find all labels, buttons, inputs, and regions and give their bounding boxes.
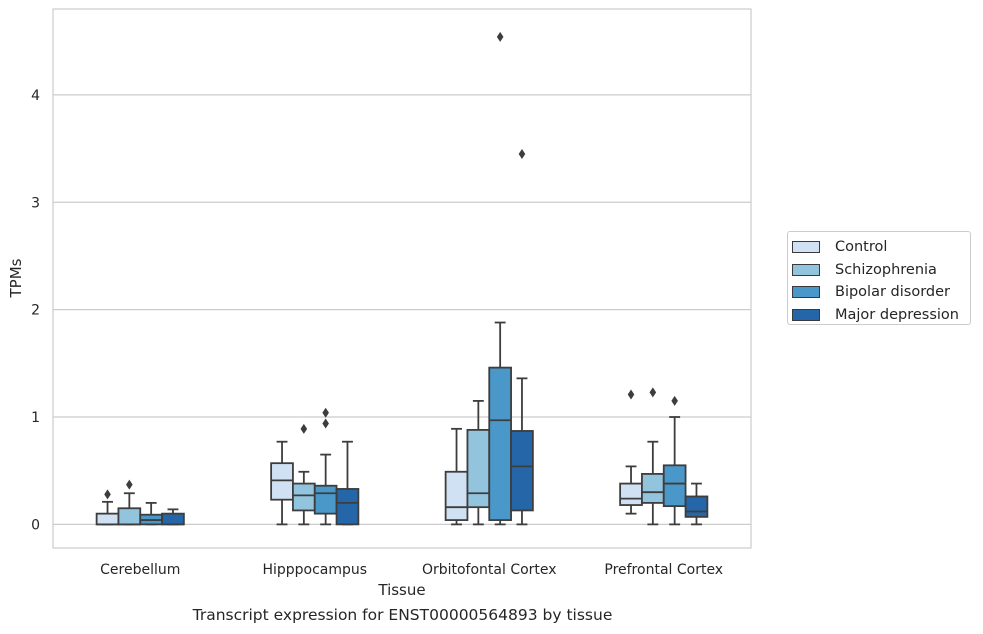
box-orbitofontal-cortex-major-depression-flier-0 xyxy=(518,148,526,159)
box-orbitofontal-cortex-control-iqr xyxy=(444,470,469,521)
y-tick-label-1: 1 xyxy=(31,410,40,426)
box-prefrontal-cortex-control-iqr xyxy=(619,482,643,506)
box-prefrontal-cortex-control xyxy=(619,389,643,515)
box-hipppocampus-bipolar-disorder-flier-0 xyxy=(322,418,329,429)
legend-label-control: Control xyxy=(835,239,888,256)
box-hipppocampus-schizophrenia xyxy=(292,423,316,526)
box-prefrontal-cortex-bipolar-disorder-iqr xyxy=(662,464,687,508)
box-prefrontal-cortex-bipolar-disorder xyxy=(662,395,687,526)
box-hipppocampus-major-depression xyxy=(335,440,360,526)
legend-swatch-bipolar-disorder xyxy=(792,286,820,299)
legend-label-schizophrenia: Schizophrenia xyxy=(835,261,937,278)
legend-swatch-major-depression xyxy=(792,308,820,321)
box-prefrontal-cortex-control-flier-0 xyxy=(627,389,635,400)
legend-item-major-depression: Major depression xyxy=(792,304,964,327)
legend-swatch-control xyxy=(792,241,820,254)
box-hipppocampus-control-iqr xyxy=(270,462,294,501)
box-prefrontal-cortex-schizophrenia-iqr xyxy=(641,473,665,504)
legend-swatch-schizophrenia xyxy=(792,263,820,276)
box-cerebellum-schizophrenia-flier-0 xyxy=(126,479,133,490)
box-cerebellum-major-depression xyxy=(161,508,185,526)
x-tick-label-orbitofontal-cortex: Orbitofontal Cortex xyxy=(422,562,557,578)
box-hipppocampus-major-depression-iqr xyxy=(335,488,360,526)
box-orbitofontal-cortex-bipolar-disorder-flier-0 xyxy=(496,31,504,42)
box-cerebellum-control xyxy=(95,489,120,526)
box-layer xyxy=(95,31,709,526)
x-tick-label-prefrontal-cortex: Prefrontal Cortex xyxy=(604,562,723,578)
box-orbitofontal-cortex-control xyxy=(444,427,469,526)
chart-caption: Transcript expression for ENST0000056489… xyxy=(192,606,613,624)
legend-item-control: Control xyxy=(792,236,964,259)
legend-label-bipolar-disorder: Bipolar disorder xyxy=(835,284,950,301)
box-hipppocampus-schizophrenia-flier-0 xyxy=(300,423,308,434)
y-axis-label: TPMs xyxy=(7,258,25,298)
box-prefrontal-cortex-schizophrenia-flier-0 xyxy=(649,387,657,398)
y-tick-label-4: 4 xyxy=(31,88,40,104)
y-tick-label-2: 2 xyxy=(31,303,40,319)
x-axis-label: Tissue xyxy=(377,581,425,599)
legend-item-schizophrenia: Schizophrenia xyxy=(792,259,964,282)
box-cerebellum-bipolar-disorder xyxy=(139,502,163,526)
box-orbitofontal-cortex-major-depression-iqr xyxy=(510,430,534,512)
box-prefrontal-cortex-schizophrenia xyxy=(641,387,665,526)
box-prefrontal-cortex-bipolar-disorder-flier-0 xyxy=(671,395,678,406)
box-prefrontal-cortex-major-depression xyxy=(684,482,709,526)
box-hipppocampus-control xyxy=(270,440,294,526)
y-tick-label-3: 3 xyxy=(31,195,40,211)
x-tick-label-hipppocampus: Hipppocampus xyxy=(262,562,367,578)
tick-layer: 0 1 2 3 4 Cerebellum Hipppocampus Orbitofontal … xyxy=(31,88,723,578)
y-tick-label-0: 0 xyxy=(31,517,40,533)
legend-item-bipolar-disorder: Bipolar disorder xyxy=(792,281,964,304)
box-cerebellum-control-flier-0 xyxy=(104,489,111,500)
box-cerebellum-schizophrenia xyxy=(117,479,142,526)
box-hipppocampus-schizophrenia-iqr xyxy=(292,482,316,512)
grid-layer xyxy=(53,94,751,525)
box-cerebellum-major-depression-iqr xyxy=(161,512,185,526)
box-orbitofontal-cortex-schizophrenia xyxy=(466,400,491,526)
box-hipppocampus-bipolar-disorder-iqr xyxy=(313,484,338,515)
box-cerebellum-control-iqr xyxy=(95,512,120,526)
x-tick-label-cerebellum: Cerebellum xyxy=(100,562,180,578)
legend-label-major-depression: Major depression xyxy=(835,306,959,323)
box-prefrontal-cortex-major-depression-iqr xyxy=(684,495,709,518)
box-orbitofontal-cortex-schizophrenia-iqr xyxy=(466,428,491,509)
box-cerebellum-schizophrenia-iqr xyxy=(117,507,142,526)
plot-frame xyxy=(52,8,752,549)
box-orbitofontal-cortex-major-depression xyxy=(510,148,534,526)
legend: Control Schizophrenia Bipolar disorder M… xyxy=(787,231,971,325)
box-orbitofontal-cortex-bipolar-disorder xyxy=(488,31,512,526)
box-hipppocampus-bipolar-disorder-flier-1 xyxy=(322,407,329,418)
box-hipppocampus-bipolar-disorder xyxy=(313,407,338,526)
box-orbitofontal-cortex-bipolar-disorder-iqr xyxy=(488,366,512,521)
